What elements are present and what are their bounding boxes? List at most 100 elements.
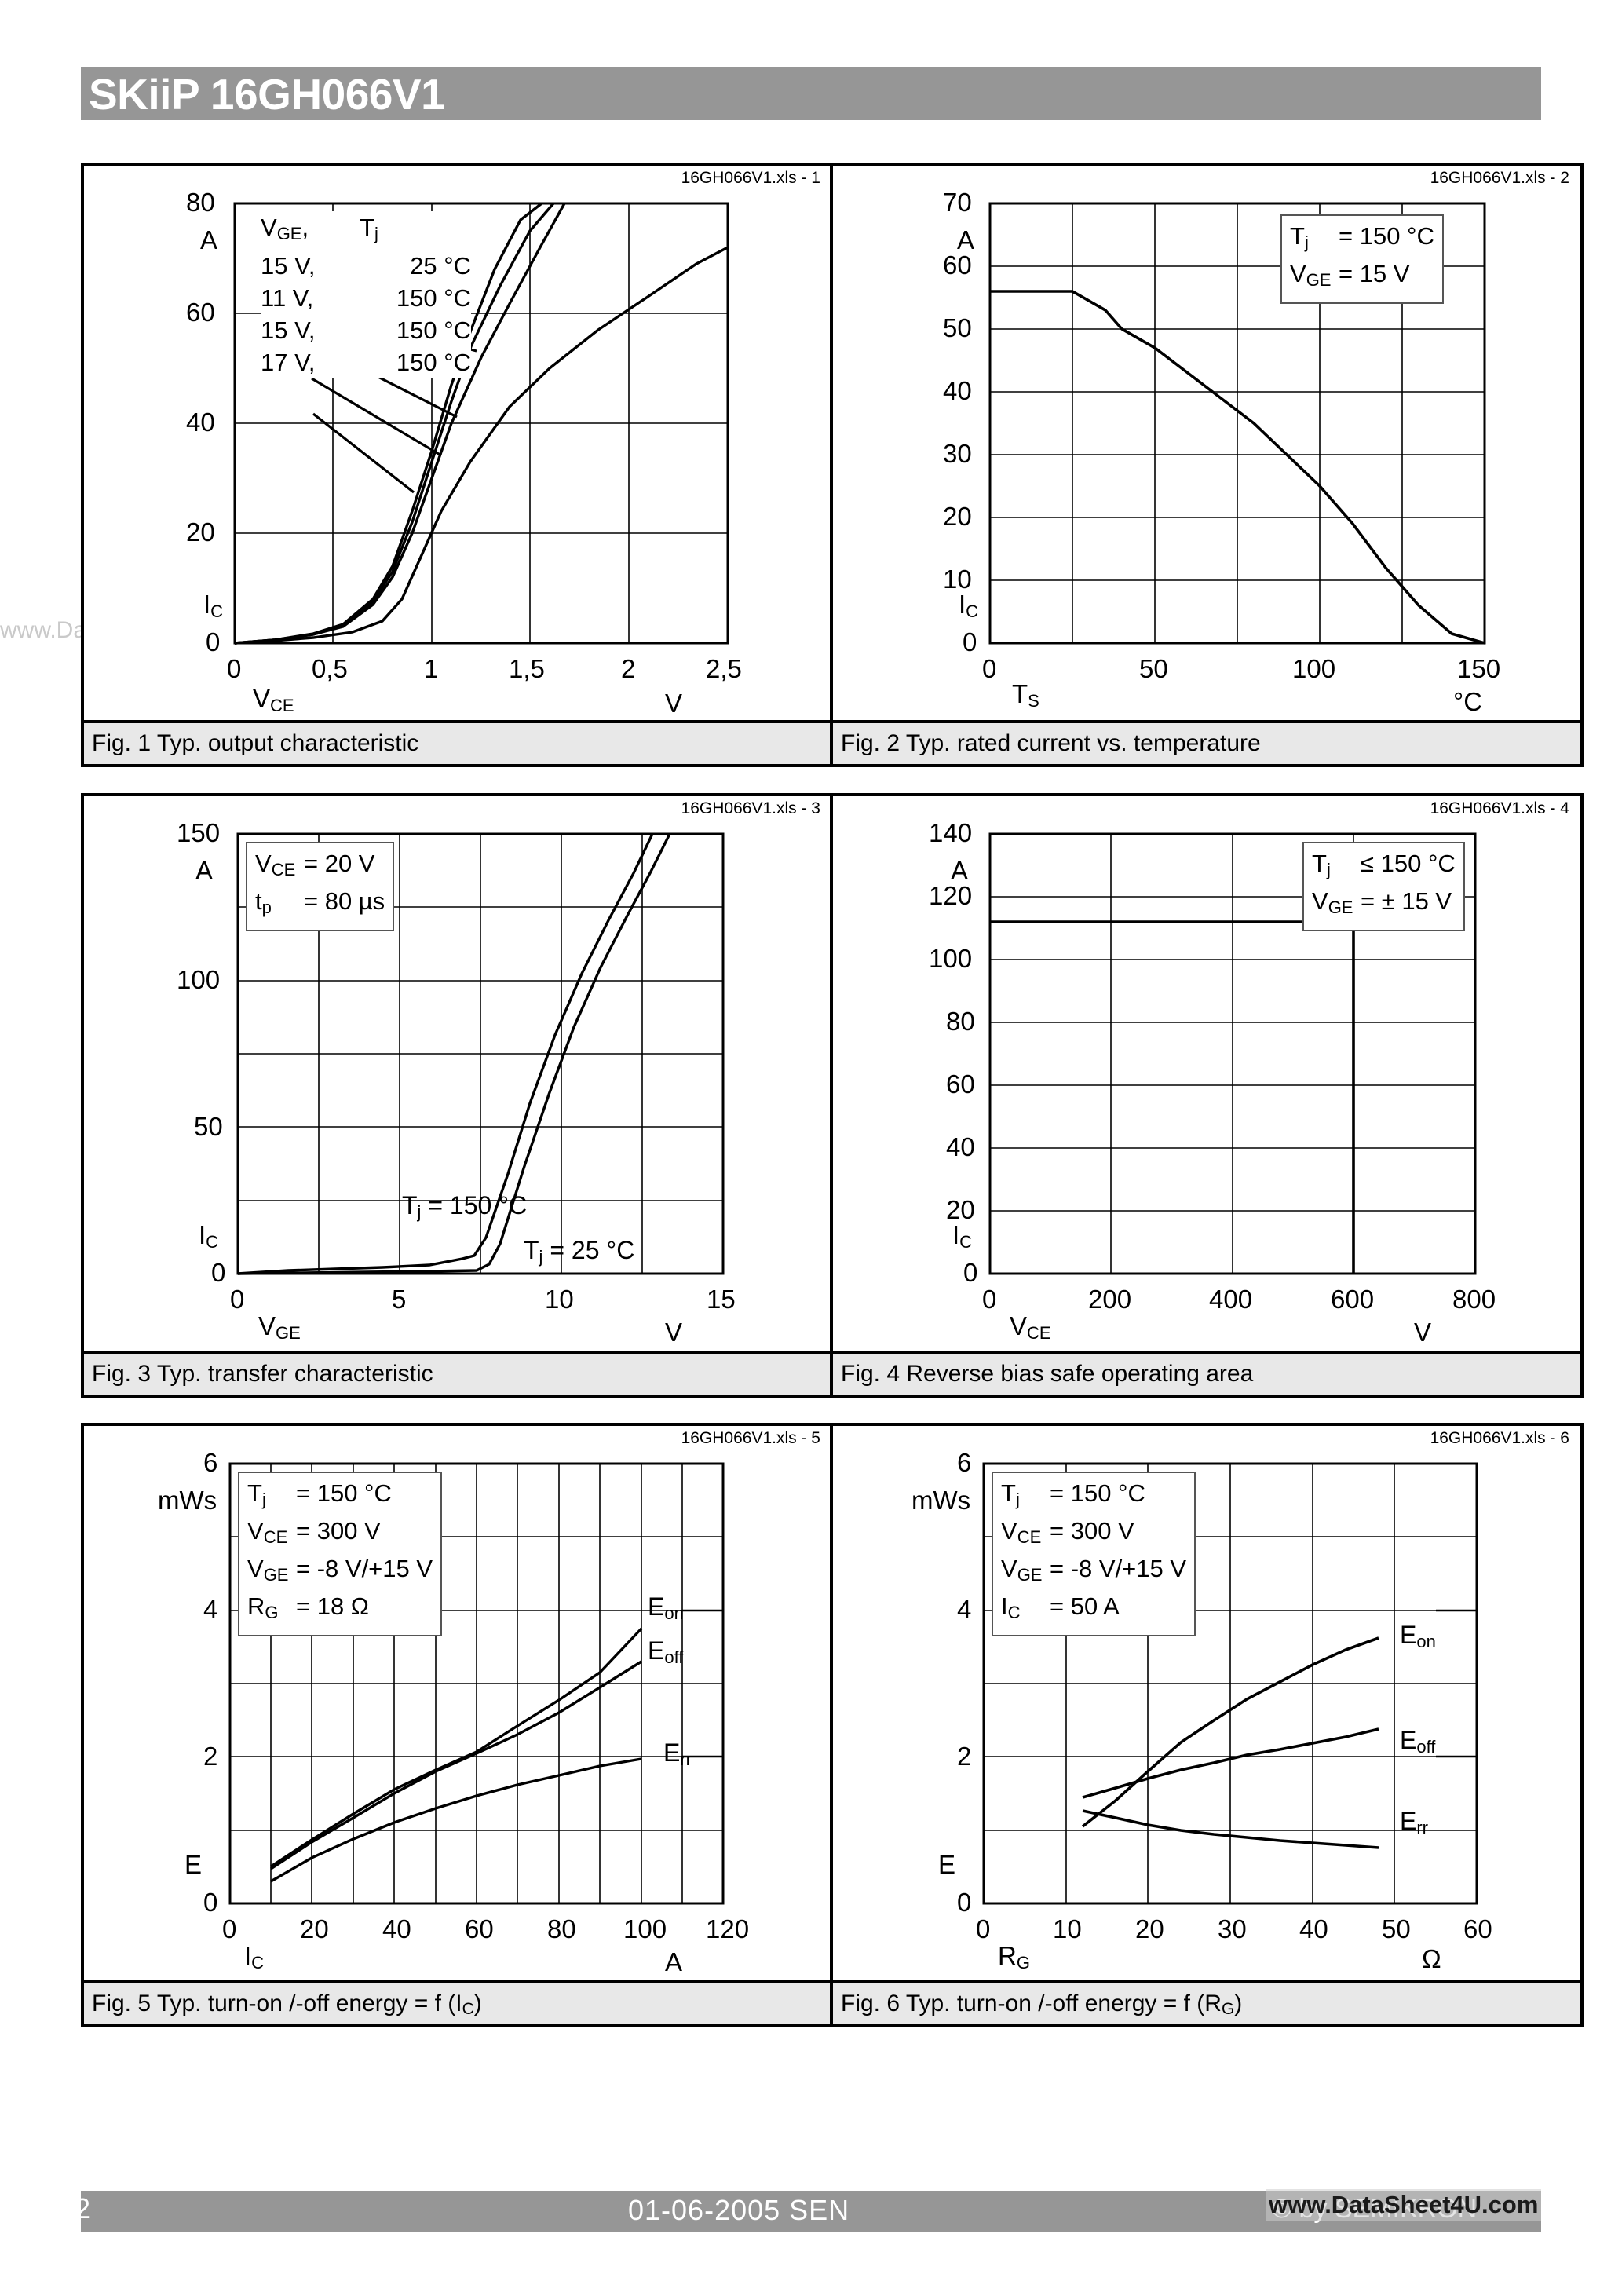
fig1-legend-row: 15 V, 25 °C (261, 252, 471, 280)
fig5-xtick-80: 80 (547, 1914, 576, 1943)
fig2-conditions: Tj = 150 °C VGE = 15 V (1280, 214, 1444, 304)
fig4-ytick-100: 100 (929, 944, 973, 973)
fig4-ytick-80: 80 (946, 1007, 975, 1036)
fig5-xtick-0: 0 (222, 1914, 237, 1943)
fig2-xtick-0: 0 (982, 654, 997, 683)
xls-id-label: 16GH066V1.xls - 4 (1430, 799, 1569, 817)
fig6-plot: Tj = 150 °C VCE = 300 V VGE = -8 V/+15 V IC… (833, 1426, 1580, 2024)
fig3-ytick-0: 0 (211, 1258, 226, 1287)
fig3-plot: VCE = 20 V tp = 80 µs Tj = 150 °C Tj = 25 … (84, 796, 831, 1395)
fig1-legend-header: VGE, Tj (261, 211, 471, 250)
fig4-y-symbol: IC (952, 1220, 973, 1252)
fig5-x-symbol: IC (244, 1941, 265, 1972)
fig5-caption: Fig. 5 Typ. turn-on /-off energy = f (IC… (84, 1980, 831, 2024)
xls-id-label: 16GH066V1.xls - 5 (681, 1429, 820, 1447)
fig4-x-unit: V (1414, 1318, 1432, 1347)
fig3-xtick-5: 5 (392, 1285, 407, 1314)
fig6-cond-row: Tj = 150 °C (1001, 1479, 1145, 1509)
figure-panel-5: 16GH066V1.xls - 5 (81, 1423, 835, 2027)
fig6-ytick-0: 0 (957, 1888, 972, 1917)
fig3-y-unit: A (195, 856, 214, 885)
fig4-y-unit: A (951, 856, 969, 885)
fig3-x-symbol: VGE (258, 1311, 301, 1343)
fig1-y-symbol: IC (203, 590, 224, 621)
legend-vge-comma: , (301, 214, 309, 241)
fig6-xtick-40: 40 (1299, 1914, 1328, 1943)
fig3-ytick-100: 100 (177, 965, 221, 994)
fig1-xtick-0: 0 (227, 654, 242, 683)
fig5-x-unit: A (665, 1947, 683, 1976)
xls-id-label: 16GH066V1.xls - 6 (1430, 1429, 1569, 1447)
footer-copyright: © by SEMIKRON (1272, 2194, 1478, 2224)
fig5-xtick-60: 60 (465, 1914, 494, 1943)
fig4-ytick-20: 20 (946, 1195, 975, 1224)
figure-panel-1: 16GH066V1.xls - 1 (81, 163, 835, 767)
fig4-xtick-800: 800 (1452, 1285, 1496, 1314)
fig2-ytick-50: 50 (943, 313, 972, 342)
fig6-cond-row: VCE = 300 V (1001, 1517, 1134, 1547)
fig2-cond-row: Tj = 150 °C (1290, 222, 1434, 252)
xls-id-label: 16GH066V1.xls - 1 (681, 169, 820, 187)
fig1-xtick-15: 1,5 (509, 654, 545, 683)
fig6-curve-label-err: Err (1400, 1807, 1428, 1837)
fig3-xtick-0: 0 (230, 1285, 245, 1314)
fig1-x-unit: V (665, 689, 683, 718)
fig3-caption: Fig. 3 Typ. transfer characteristic (84, 1351, 831, 1395)
fig2-caption: Fig. 2 Typ. rated current vs. temperatur… (833, 720, 1580, 764)
fig5-y-unit: mWs (158, 1486, 217, 1515)
fig4-x-symbol: VCE (1010, 1311, 1051, 1343)
fig6-cond-row: IC = 50 A (1001, 1592, 1120, 1622)
page-title: SKiiP 16GH066V1 (89, 70, 445, 119)
figure-panel-4: 16GH066V1.xls - 4 T (830, 793, 1584, 1398)
fig4-ytick-120: 120 (929, 881, 973, 910)
fig3-cond-row: tp = 80 µs (255, 887, 385, 917)
fig1-xtick-2: 2 (621, 654, 636, 683)
fig6-cond-row: VGE = -8 V/+15 V (1001, 1555, 1187, 1585)
xls-id-label: 16GH066V1.xls - 2 (1430, 169, 1569, 187)
fig1-legend-row: 17 V, 150 °C (261, 349, 471, 376)
fig5-xtick-100: 100 (623, 1914, 667, 1943)
fig2-x-symbol: TS (1012, 679, 1039, 711)
fig1-y-unit: A (200, 225, 218, 254)
fig5-curve-label-err: Err (663, 1738, 692, 1769)
fig4-cond-row: Tj ≤ 150 °C (1312, 850, 1456, 879)
fig6-xtick-20: 20 (1135, 1914, 1164, 1943)
fig6-caption: Fig. 6 Typ. turn-on /-off energy = f (RG… (833, 1980, 1580, 2024)
fig5-cond-row: Tj = 150 °C (247, 1479, 392, 1509)
fig2-xtick-50: 50 (1139, 654, 1168, 683)
fig5-ytick-2: 2 (203, 1742, 218, 1771)
fig2-ytick-40: 40 (943, 376, 972, 405)
fig1-ytick-80: 80 (186, 188, 215, 217)
fig6-ytick-4: 4 (957, 1595, 972, 1624)
xls-id-label: 16GH066V1.xls - 3 (681, 799, 820, 817)
legend-vge-sub: GE (276, 224, 302, 243)
fig3-annotation-25c: Tj = 25 °C (524, 1236, 635, 1267)
fig6-y-unit: mWs (911, 1486, 971, 1515)
fig2-xtick-150: 150 (1457, 654, 1501, 683)
fig6-svg (982, 1462, 1478, 1905)
fig6-xtick-30: 30 (1218, 1914, 1247, 1943)
fig4-xtick-200: 200 (1088, 1285, 1132, 1314)
fig1-ytick-60: 60 (186, 298, 215, 327)
fig4-ytick-40: 40 (946, 1132, 975, 1161)
fig2-xtick-100: 100 (1292, 654, 1336, 683)
fig5-ytick-6: 6 (203, 1448, 218, 1477)
fig3-ytick-50: 50 (194, 1112, 223, 1141)
fig1-ytick-20: 20 (186, 517, 215, 547)
fig6-xtick-10: 10 (1053, 1914, 1082, 1943)
fig4-xtick-400: 400 (1209, 1285, 1253, 1314)
figure-panel-6: 16GH066V1.xls - 6 (830, 1423, 1584, 2027)
fig1-plot: VGE, Tj 15 V, 25 °C 11 V, 150 °C 15 V, 150 … (84, 166, 831, 764)
fig6-xtick-0: 0 (976, 1914, 991, 1943)
fig6-xtick-60: 60 (1463, 1914, 1492, 1943)
legend-tj-symbol: T (360, 214, 374, 241)
fig3-annotation-150c: Tj = 150 °C (402, 1191, 528, 1222)
fig5-conditions: Tj = 150 °C VCE = 300 V VGE = -8 V/+15 V RG… (238, 1472, 443, 1636)
fig4-ytick-0: 0 (963, 1258, 978, 1287)
fig5-xtick-40: 40 (382, 1914, 411, 1943)
fig1-caption: Fig. 1 Typ. output characteristic (84, 720, 831, 764)
fig6-y-symbol: E (938, 1850, 956, 1879)
fig4-cond-row: VGE = ± 15 V (1312, 887, 1452, 917)
fig6-x-unit: Ω (1422, 1944, 1441, 1973)
fig3-x-unit: V (665, 1318, 683, 1347)
